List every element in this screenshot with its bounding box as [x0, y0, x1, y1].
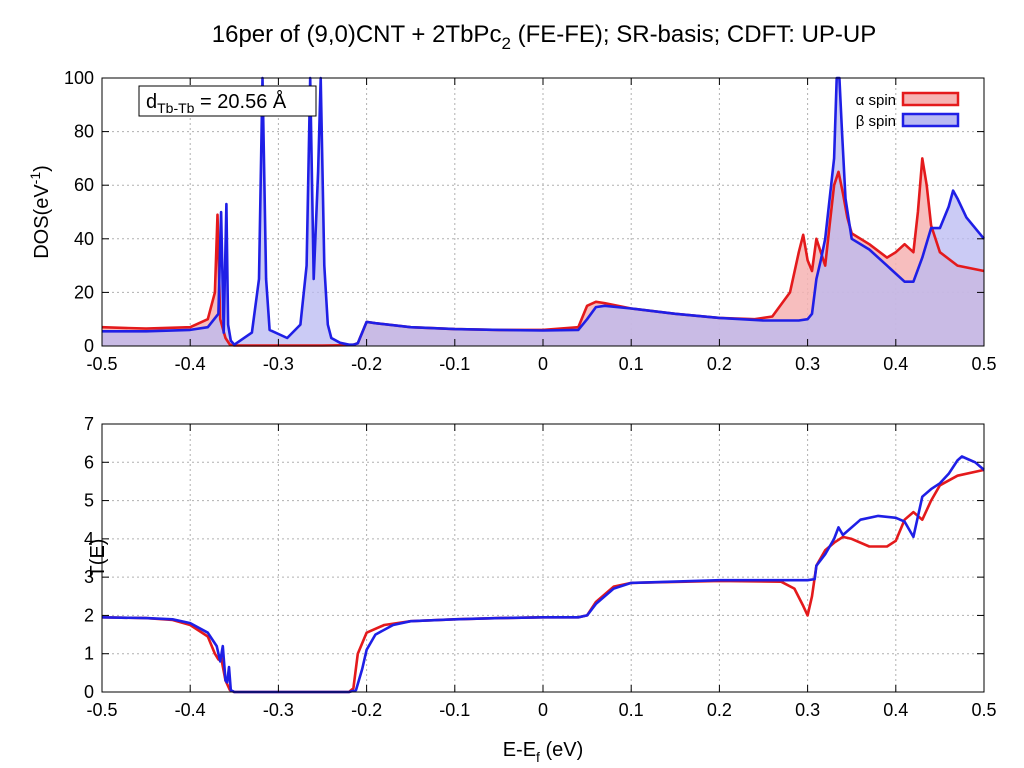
legend-beta-swatch: [901, 112, 960, 128]
legend-beta-label: β spin: [856, 113, 896, 130]
x-tick-label: -0.3: [263, 354, 294, 374]
y-tick-label: 3: [84, 567, 94, 587]
x-tick-label: 0.2: [707, 700, 732, 720]
dos-y-axis-label: DOS(eV-1): [27, 165, 53, 259]
x-tick-label: 0.4: [883, 354, 908, 374]
legend: α spin β spin: [856, 91, 960, 130]
dos-x-ticks: -0.5 -0.4 -0.3 -0.2 -0.1 0 0.1 0.2 0.3 0.4 0.5: [86, 78, 997, 374]
y-tick-label: 1: [84, 644, 94, 664]
y-tick-label: 40: [74, 229, 94, 249]
beta-spin-line-dos: [102, 76, 986, 346]
x-tick-label: 0: [538, 700, 548, 720]
chart-title: 16per of (9,0)CNT + 2TbPc2 (FE-FE); SR-b…: [212, 21, 877, 53]
x-tick-label: 0.1: [619, 700, 644, 720]
legend-alpha-swatch: [901, 91, 960, 107]
annotation-box: [138, 85, 317, 117]
x-tick-label: -0.5: [86, 354, 117, 374]
x-tick-label: 0.5: [971, 700, 996, 720]
x-tick-label: -0.4: [175, 700, 206, 720]
x-tick-label: 0.2: [707, 354, 732, 374]
x-tick-label: -0.1: [439, 354, 470, 374]
x-tick-label: -0.2: [351, 354, 382, 374]
x-tick-label: 0.4: [883, 700, 908, 720]
x-tick-label: 0.3: [795, 354, 820, 374]
transmission-lines: [101, 455, 985, 694]
y-tick-label: 100: [64, 68, 94, 88]
y-tick-label: 60: [74, 175, 94, 195]
y-tick-label: 20: [74, 282, 94, 302]
legend-alpha-label: α spin: [856, 92, 896, 109]
y-tick-label: 7: [84, 414, 94, 434]
beta-spin-area-dos: [102, 78, 984, 346]
x-tick-label: -0.1: [439, 700, 470, 720]
x-tick-label: 0.3: [795, 700, 820, 720]
distance-annotation: dTb-Tb = 20.56 Å: [138, 85, 317, 117]
y-tick-label: 5: [84, 491, 94, 511]
y-tick-label: 6: [84, 452, 94, 472]
annotation-text: dTb-Tb = 20.56 Å: [146, 90, 287, 116]
transmission-y-ticks: 0 1 2 3 4 5 6 7: [84, 414, 984, 702]
transmission-y-axis-label: T(E): [87, 539, 109, 578]
x-tick-label: -0.5: [86, 700, 117, 720]
x-tick-label: 0.5: [971, 354, 996, 374]
x-tick-label: -0.3: [263, 700, 294, 720]
transmission-grid: [102, 424, 984, 692]
y-tick-label: 0: [84, 682, 94, 702]
y-tick-label: 2: [84, 605, 94, 625]
y-tick-label: 0: [84, 336, 94, 356]
dos-panel: -0.5 -0.4 -0.3 -0.2 -0.1 0 0.1 0.2 0.3 0.4 0.5 0 20…: [27, 68, 997, 374]
y-tick-label: 80: [74, 122, 94, 142]
x-tick-label: -0.2: [351, 700, 382, 720]
transmission-panel: -0.5 -0.4 -0.3 -0.2 -0.1 0 0.1 0.2 0.3 0.4 0.5 0 1 2…: [84, 414, 997, 765]
dos-y-ticks: 0 20 40 60 80 100: [64, 68, 984, 356]
x-tick-label: 0.1: [619, 354, 644, 374]
x-tick-label: -0.4: [175, 354, 206, 374]
transmission-x-ticks: -0.5 -0.4 -0.3 -0.2 -0.1 0 0.1 0.2 0.3 0.4 0.5: [86, 424, 997, 720]
x-axis-label: E-Ef (eV): [503, 739, 584, 765]
y-tick-label: 4: [84, 529, 94, 549]
beta-spin-line-transmission: [101, 455, 985, 694]
x-tick-label: 0: [538, 354, 548, 374]
